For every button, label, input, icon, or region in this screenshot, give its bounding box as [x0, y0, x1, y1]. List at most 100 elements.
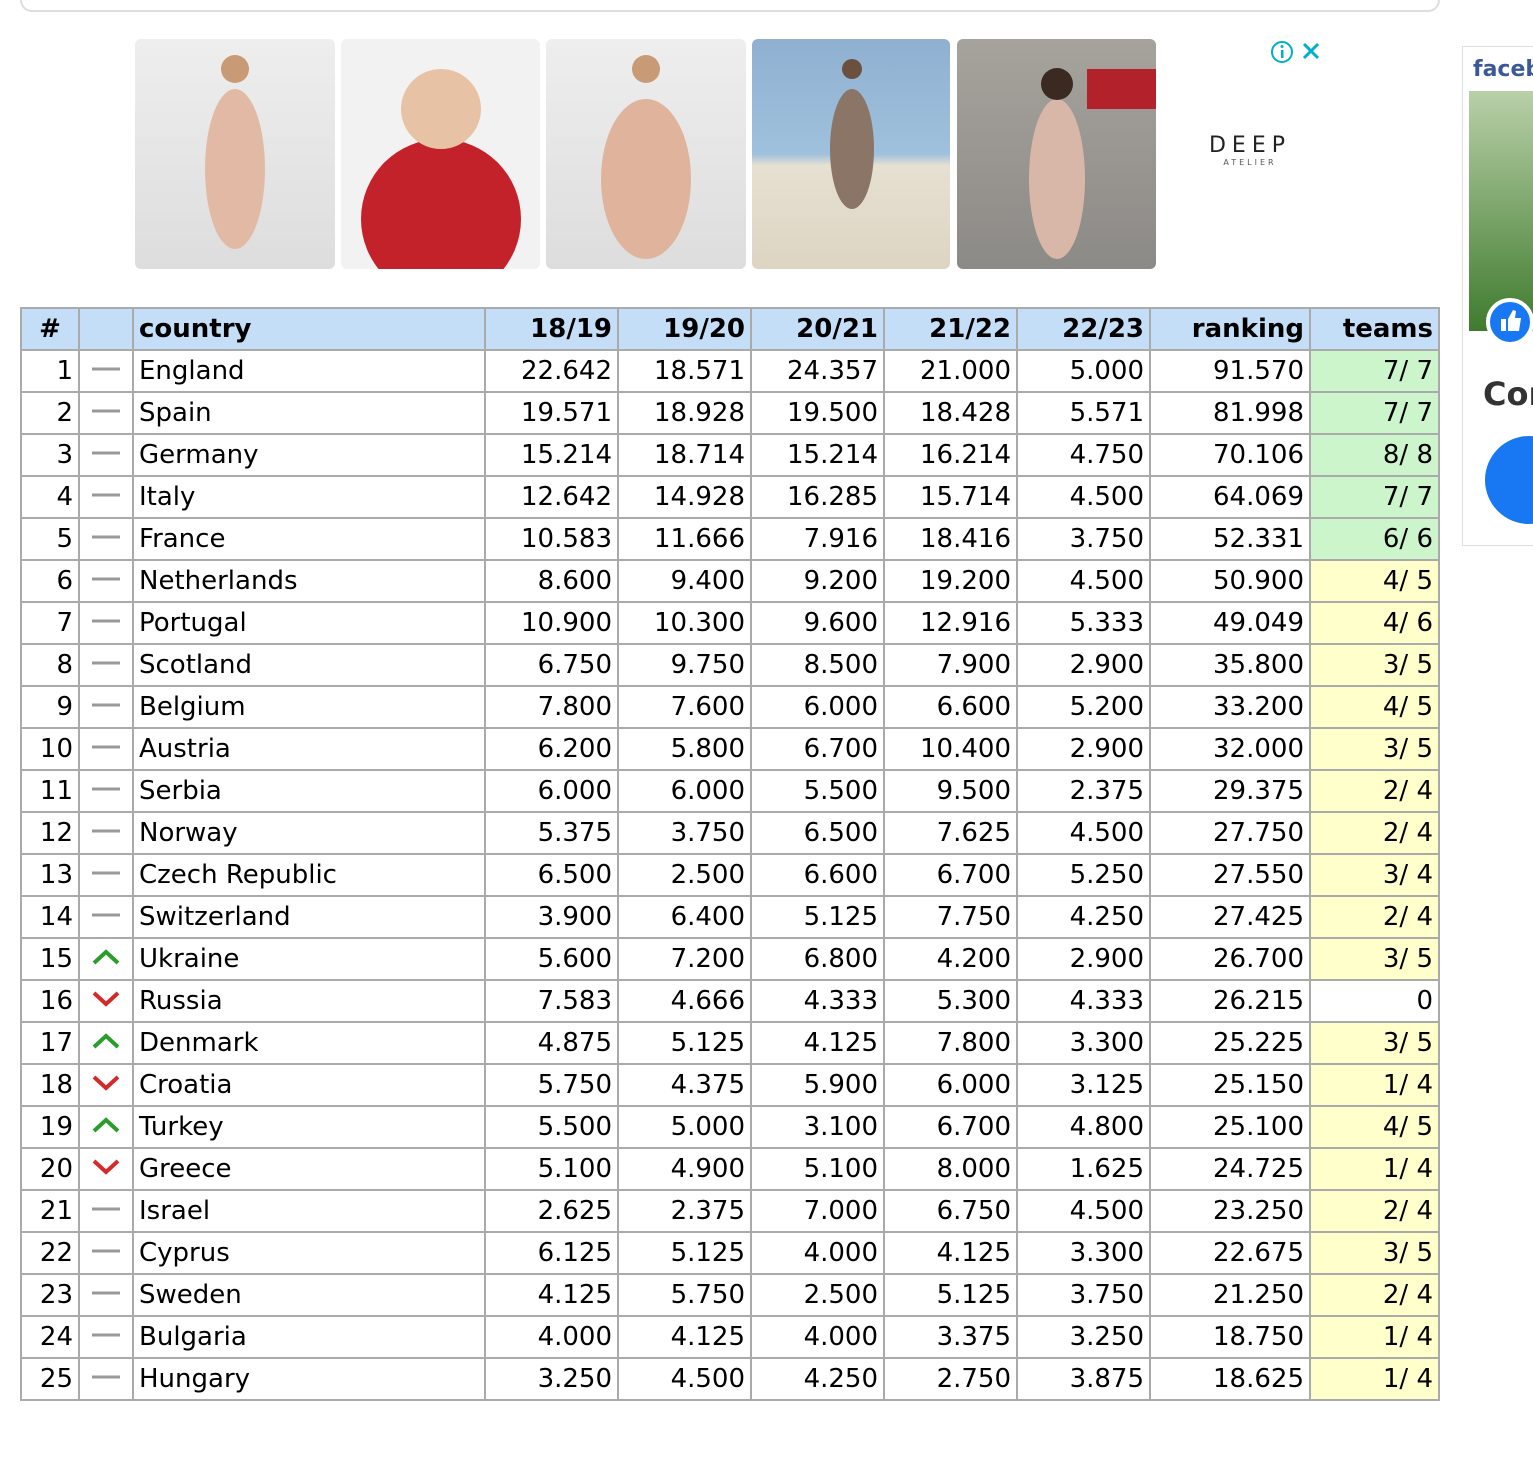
table-cell: 3.125 [1017, 1064, 1150, 1106]
table-cell: 11 [21, 770, 79, 812]
trend-flat [90, 611, 122, 631]
like-icon[interactable] [1485, 297, 1533, 347]
facebook-logo[interactable] [1483, 435, 1533, 525]
table-cell: 5.571 [1017, 392, 1150, 434]
trend-flat [90, 485, 122, 505]
table-cell: 4.500 [1017, 476, 1150, 518]
ad-image[interactable] [752, 39, 950, 269]
table-cell: 16 [21, 980, 79, 1022]
table-row: 14Switzerland3.9006.4005.1257.7504.25027… [21, 896, 1439, 938]
table-cell: 3.250 [485, 1358, 618, 1400]
table-cell: 18.571 [618, 350, 751, 392]
table-cell: 4.125 [618, 1316, 751, 1358]
table-cell: 17 [21, 1022, 79, 1064]
table-row: 21Israel2.6252.3757.0006.7504.50023.2502… [21, 1190, 1439, 1232]
header-cell: 22/23 [1017, 308, 1150, 350]
table-cell: 18.428 [884, 392, 1017, 434]
table-cell: 25.150 [1150, 1064, 1310, 1106]
table-cell: 18.928 [618, 392, 751, 434]
table-row: 2Spain19.57118.92819.50018.4285.57181.99… [21, 392, 1439, 434]
table-row: 19Turkey5.5005.0003.1006.7004.80025.1004… [21, 1106, 1439, 1148]
table-row: 8Scotland6.7509.7508.5007.9002.90035.800… [21, 644, 1439, 686]
ad-brand[interactable]: DEEP [1200, 133, 1300, 158]
table-cell: 6.700 [884, 854, 1017, 896]
trend-icon [79, 686, 133, 728]
country-cell: Israel [133, 1190, 485, 1232]
trend-icon [79, 392, 133, 434]
table-cell: 4.666 [618, 980, 751, 1022]
table-cell: 7.625 [884, 812, 1017, 854]
table-cell: 2/ 4 [1310, 1190, 1439, 1232]
table-cell: 18.714 [618, 434, 751, 476]
trend-icon [79, 896, 133, 938]
table-cell: 14.928 [618, 476, 751, 518]
ad-image[interactable] [546, 39, 746, 269]
advertisement[interactable]: DEEP ATELIER [130, 35, 1330, 273]
table-cell: 9.500 [884, 770, 1017, 812]
table-cell: 9.600 [751, 602, 884, 644]
trend-down [90, 1157, 122, 1177]
table-cell: 32.000 [1150, 728, 1310, 770]
trend-flat [90, 401, 122, 421]
table-cell: 3.250 [1017, 1316, 1150, 1358]
table-cell: 2/ 4 [1310, 770, 1439, 812]
trend-down [90, 989, 122, 1009]
ad-image[interactable] [135, 39, 335, 269]
table-cell: 4.000 [485, 1316, 618, 1358]
table-cell: 5.200 [1017, 686, 1150, 728]
table-cell: 9.750 [618, 644, 751, 686]
ad-image[interactable] [957, 39, 1156, 269]
table-cell: 10.900 [485, 602, 618, 644]
table-cell: 7.916 [751, 518, 884, 560]
ad-controls[interactable] [1270, 40, 1330, 68]
country-cell: Czech Republic [133, 854, 485, 896]
trend-icon [79, 518, 133, 560]
header-cell: 18/19 [485, 308, 618, 350]
country-cell: England [133, 350, 485, 392]
table-cell: 10.300 [618, 602, 751, 644]
table-row: 18Croatia5.7504.3755.9006.0003.12525.150… [21, 1064, 1439, 1106]
table-cell: 12.642 [485, 476, 618, 518]
ad-image[interactable] [341, 39, 540, 269]
table-cell: 5.125 [884, 1274, 1017, 1316]
country-cell: Hungary [133, 1358, 485, 1400]
table-cell: 81.998 [1150, 392, 1310, 434]
table-cell: 4.125 [884, 1232, 1017, 1274]
table-cell: 6.400 [618, 896, 751, 938]
table-cell: 7 [21, 602, 79, 644]
table-cell: 18.625 [1150, 1358, 1310, 1400]
table-cell: 5.500 [485, 1106, 618, 1148]
ad-brand-sub[interactable]: ATELIER [1200, 158, 1300, 167]
table-cell: 9.400 [618, 560, 751, 602]
facebook-widget[interactable]: faceb Cor [1462, 46, 1533, 546]
table-cell: 20 [21, 1148, 79, 1190]
table-cell: 4.125 [485, 1274, 618, 1316]
country-cell: Greece [133, 1148, 485, 1190]
trend-flat [90, 1325, 122, 1345]
trend-icon [79, 938, 133, 980]
table-cell: 5.125 [751, 896, 884, 938]
trend-flat [90, 905, 122, 925]
table-cell: 27.550 [1150, 854, 1310, 896]
table-cell: 9.200 [751, 560, 884, 602]
table-cell: 4.875 [485, 1022, 618, 1064]
trend-icon [79, 644, 133, 686]
trend-flat [90, 1199, 122, 1219]
table-row: 13Czech Republic6.5002.5006.6006.7005.25… [21, 854, 1439, 896]
country-cell: Belgium [133, 686, 485, 728]
table-cell: 3/ 5 [1310, 938, 1439, 980]
table-cell: 5.375 [485, 812, 618, 854]
table-cell: 2.750 [884, 1358, 1017, 1400]
table-cell: 29.375 [1150, 770, 1310, 812]
table-cell: 3.900 [485, 896, 618, 938]
truncated-text: Cor [1483, 375, 1533, 413]
table-cell: 70.106 [1150, 434, 1310, 476]
header-cell: # [21, 308, 79, 350]
table-cell: 4.500 [1017, 1190, 1150, 1232]
country-cell: Denmark [133, 1022, 485, 1064]
table-row: 7Portugal10.90010.3009.60012.9165.33349.… [21, 602, 1439, 644]
table-cell: 14 [21, 896, 79, 938]
table-cell: 6 [21, 560, 79, 602]
table-cell: 10.583 [485, 518, 618, 560]
table-cell: 2 [21, 392, 79, 434]
